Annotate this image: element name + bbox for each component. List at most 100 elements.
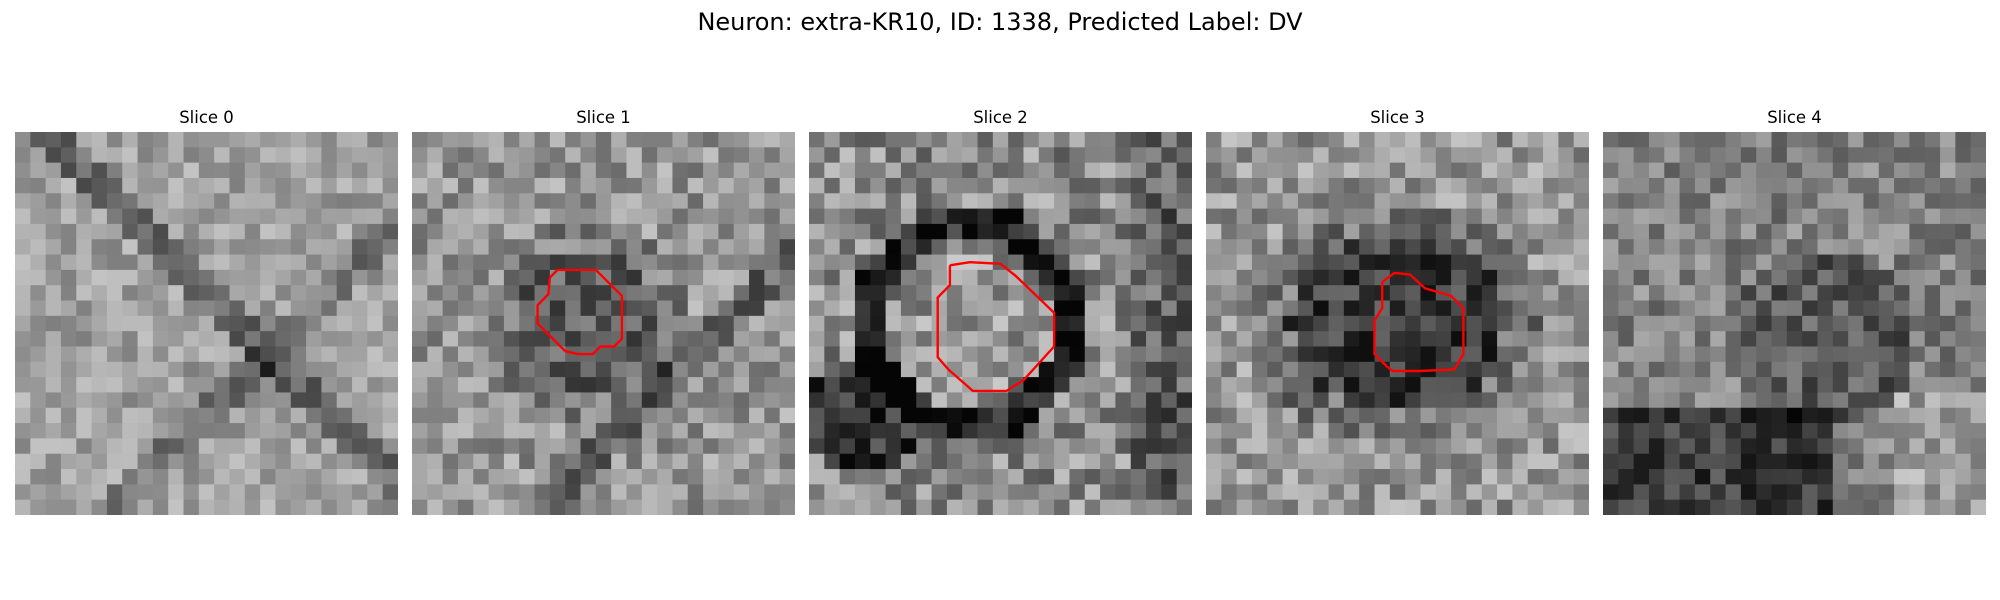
pixel	[703, 377, 719, 394]
pixel	[1435, 162, 1452, 179]
pixel	[1251, 377, 1268, 394]
pixel	[76, 499, 93, 515]
pixel	[45, 315, 62, 332]
pixel	[275, 392, 292, 409]
pixel	[1771, 346, 1788, 363]
pixel	[931, 132, 948, 148]
pixel	[854, 377, 871, 394]
pixel	[244, 223, 261, 240]
pixel	[1236, 300, 1253, 317]
pixel	[15, 147, 31, 164]
pixel	[1481, 469, 1498, 485]
pixel	[595, 208, 612, 225]
pixel	[1359, 177, 1376, 194]
pixel	[1343, 407, 1360, 424]
pixel	[962, 484, 979, 501]
pixel	[1832, 208, 1849, 225]
pixel	[1206, 392, 1222, 409]
pixel	[1633, 193, 1650, 210]
pixel	[60, 162, 77, 179]
pixel	[1267, 331, 1284, 348]
pixel	[1236, 407, 1253, 424]
pixel	[657, 147, 674, 164]
pixel	[764, 438, 781, 455]
pixel	[626, 285, 643, 302]
pixel	[122, 499, 139, 515]
pixel	[931, 269, 948, 286]
pixel	[183, 453, 200, 470]
pixel	[1710, 331, 1727, 348]
pixel	[30, 392, 47, 409]
pixel	[152, 193, 169, 210]
pixel	[549, 285, 566, 302]
pixel	[1756, 162, 1773, 179]
pixel	[503, 162, 520, 179]
pixel	[1236, 132, 1253, 148]
pixel	[1894, 453, 1910, 470]
pixel	[1451, 208, 1468, 225]
pixel	[1940, 377, 1956, 394]
pixel	[916, 285, 933, 302]
pixel	[672, 162, 689, 179]
pixel	[1573, 300, 1589, 317]
pixel	[336, 361, 353, 378]
pixel	[275, 147, 292, 164]
pixel	[1343, 208, 1360, 225]
pixel	[1313, 162, 1330, 179]
pixel	[503, 438, 520, 455]
pixel	[1618, 285, 1635, 302]
pixel	[962, 361, 979, 378]
pixel	[367, 269, 384, 286]
pixel	[1710, 453, 1727, 470]
pixel	[1206, 193, 1222, 210]
pixel	[519, 407, 536, 424]
pixel	[1694, 223, 1711, 240]
pixel	[152, 239, 169, 256]
pixel	[1970, 208, 1986, 225]
pixel	[1328, 208, 1345, 225]
pixel	[1389, 438, 1406, 455]
pixel	[703, 269, 719, 286]
pixel	[657, 177, 674, 194]
pixel	[1359, 331, 1376, 348]
pixel	[183, 315, 200, 332]
pixel	[992, 208, 1009, 225]
pixel	[367, 147, 384, 164]
pixel	[1694, 392, 1711, 409]
pixel	[1694, 469, 1711, 485]
pixel	[900, 377, 917, 394]
pixel	[306, 407, 322, 424]
pixel	[1848, 469, 1865, 485]
pixel	[1710, 438, 1727, 455]
pixel	[749, 438, 765, 455]
pixel	[1740, 300, 1757, 317]
pixel	[1725, 177, 1742, 194]
pixel	[1618, 499, 1635, 515]
pixel	[962, 392, 979, 409]
pixel	[1894, 223, 1910, 240]
pixel	[1008, 254, 1025, 271]
pixel	[519, 469, 536, 485]
pixel	[198, 254, 215, 271]
pixel	[198, 223, 215, 240]
pixel	[1648, 392, 1665, 409]
pixel	[885, 269, 902, 286]
pixel	[687, 208, 704, 225]
pixel	[1694, 177, 1711, 194]
pixel	[1023, 239, 1040, 256]
slice-pixels	[15, 132, 398, 515]
pixel	[1451, 193, 1468, 210]
pixel	[854, 438, 871, 455]
pixel	[1740, 285, 1757, 302]
pixel	[519, 438, 536, 455]
pixel	[1817, 331, 1834, 348]
pixel	[1725, 407, 1742, 424]
pixel	[1848, 407, 1865, 424]
pixel	[427, 223, 444, 240]
pixel	[275, 285, 292, 302]
pixel	[1146, 300, 1162, 317]
pixel	[352, 392, 368, 409]
pixel	[1100, 315, 1116, 332]
pixel	[1176, 407, 1192, 424]
pixel	[1527, 162, 1544, 179]
